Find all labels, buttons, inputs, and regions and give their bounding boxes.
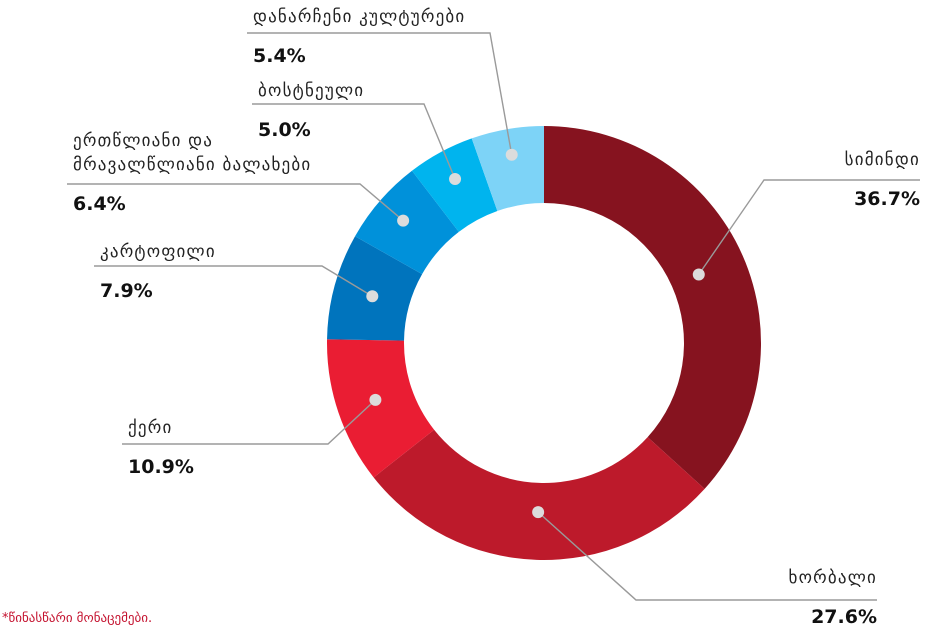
slice-ქერი [327,339,435,478]
leader-line [537,511,877,601]
chart-slices [327,126,762,560]
leader-dot [449,172,462,185]
leader-dot [505,148,518,161]
slice-labels: სიმინდი 36.7% ხორბალი 27.6% ქერი 10.9% კარტოფი… [73,7,920,628]
leader-line [247,32,513,155]
leader-line [698,179,920,275]
slice-ბოსტნეული [411,138,498,232]
slice-value-label: 5.0% [258,119,311,141]
slice-value-label: 27.6% [811,606,877,628]
slice-value-label: 7.9% [100,280,153,302]
slice-დანარჩენი-კულტურები [471,126,544,211]
slice-label: ერთწლიანი და [73,131,213,151]
slice-label: კარტოფილი [100,242,216,262]
slice-value-label: 36.7% [854,188,920,210]
leader-line [67,183,404,222]
leader-lines [67,32,920,601]
leader-dot [369,393,382,406]
footnote: *წინასწარი მონაცემები. [2,611,153,626]
slice-კარტოფილი [327,236,423,341]
slice-label: ხორბალი [788,568,877,588]
slice-ხორბალი [373,429,705,560]
leader-line [122,399,376,445]
slice-label: ბოსტნეული [258,81,364,101]
leader-dot [532,506,545,519]
leader-dot [692,268,705,281]
leader-dot [397,214,410,227]
slice-label: მრავალწლიანი ბალახები [73,155,311,175]
slice-label: სიმინდი [845,150,920,170]
slice-სიმინდი [544,126,762,489]
slice-label: ქერი [128,418,172,438]
slice-value-label: 6.4% [73,193,126,215]
leader-line [252,103,456,180]
slice-value-label: 5.4% [253,45,306,67]
leader-dot [366,290,379,303]
slice-value-label: 10.9% [128,456,194,478]
slice-label: დანარჩენი კულტურები [253,7,465,27]
leader-line [94,265,373,297]
